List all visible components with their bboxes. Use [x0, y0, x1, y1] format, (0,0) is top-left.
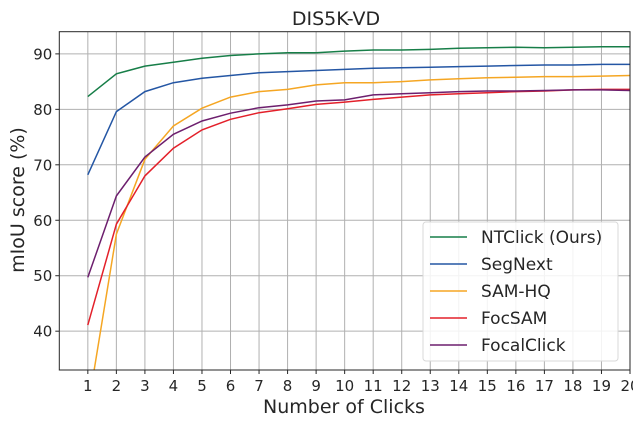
- x-tick-label: 6: [226, 377, 236, 395]
- x-tick-label: 4: [169, 377, 179, 395]
- series-line-segnext: [87, 63, 630, 176]
- x-tick-label: 11: [364, 377, 383, 395]
- x-tick-label: 5: [197, 377, 207, 395]
- x-tick-label: 12: [392, 377, 411, 395]
- x-tick-label: 16: [506, 377, 525, 395]
- y-axis-ticks: 40 50 60 70 80 90: [33, 45, 60, 341]
- x-tick-label: 15: [478, 377, 497, 395]
- x-tick-label: 14: [449, 377, 468, 395]
- y-tick-label: 40: [33, 323, 52, 341]
- series-line-focalclick: [87, 89, 631, 278]
- legend-box: [422, 221, 619, 362]
- x-tick-label: 13: [421, 377, 440, 395]
- y-tick-label: 90: [33, 45, 52, 63]
- x-tick-label: 17: [535, 377, 554, 395]
- y-tick-label: 70: [33, 156, 52, 174]
- legend-label: NTClick (Ours): [481, 228, 602, 248]
- x-tick-label: 9: [311, 377, 321, 395]
- series-line-sam-hq: [93, 74, 631, 370]
- series-lines: [87, 45, 631, 370]
- legend: NTClick (Ours) SegNext SAM-HQ FocSAM FocalCl…: [422, 221, 619, 362]
- x-tick-label: 10: [335, 377, 354, 395]
- x-tick-label: 19: [592, 377, 611, 395]
- x-tick-label: 3: [140, 377, 150, 395]
- x-tick-label: 20: [620, 377, 633, 395]
- x-axis-ticks: 1234567891011121314151617181920: [83, 370, 633, 395]
- legend-label: SAM-HQ: [481, 282, 551, 302]
- legend-label: SegNext: [481, 255, 553, 275]
- y-tick-label: 80: [33, 101, 52, 119]
- series-line-ntclick-ours: [87, 45, 630, 98]
- y-tick-label: 60: [33, 212, 52, 230]
- legend-label: FocSAM: [481, 309, 547, 329]
- x-tick-label: 1: [83, 377, 93, 395]
- x-tick-label: 7: [254, 377, 264, 395]
- legend-label: FocalClick: [481, 336, 566, 356]
- chart-title: DIS5K-VD: [292, 8, 380, 30]
- x-tick-label: 18: [563, 377, 582, 395]
- x-axis-label: Number of Clicks: [263, 396, 425, 418]
- y-axis-label: mIoU score (%): [7, 127, 29, 273]
- x-tick-label: 2: [112, 377, 122, 395]
- y-tick-label: 50: [33, 267, 52, 285]
- x-tick-label: 8: [283, 377, 293, 395]
